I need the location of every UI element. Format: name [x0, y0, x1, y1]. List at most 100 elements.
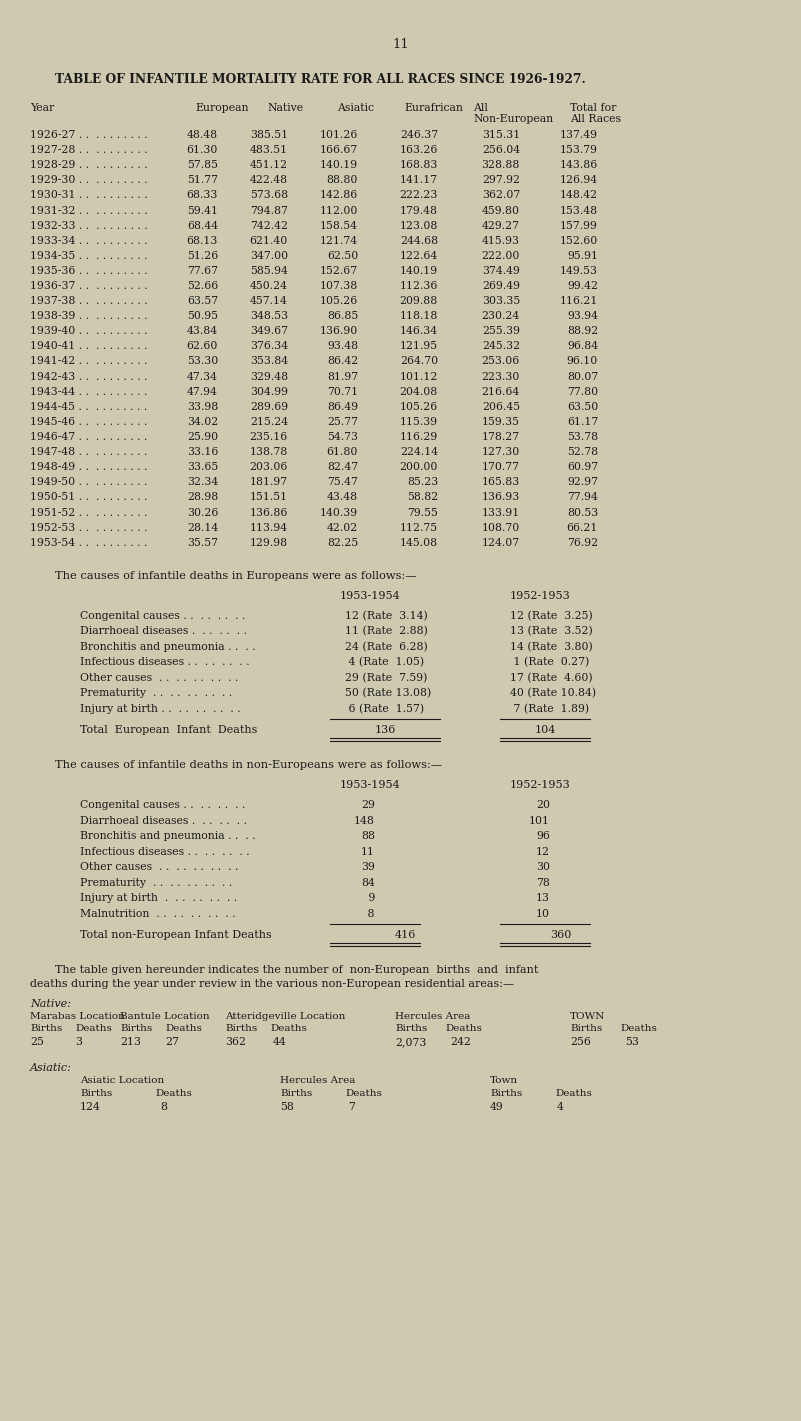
- Text: 152.67: 152.67: [320, 266, 358, 276]
- Text: 297.92: 297.92: [482, 175, 520, 185]
- Text: 112.36: 112.36: [400, 281, 438, 291]
- Text: 17 (Rate  4.60): 17 (Rate 4.60): [510, 672, 593, 684]
- Text: 7: 7: [348, 1103, 355, 1113]
- Text: 256: 256: [570, 1037, 591, 1047]
- Text: 63.57: 63.57: [187, 296, 218, 306]
- Text: 1926-27 . .  . . . . . . . .: 1926-27 . . . . . . . . . .: [30, 129, 147, 141]
- Text: 11 (Rate  2.88): 11 (Rate 2.88): [345, 627, 428, 637]
- Text: Births: Births: [225, 1025, 257, 1033]
- Text: Deaths: Deaths: [620, 1025, 657, 1033]
- Text: 13 (Rate  3.52): 13 (Rate 3.52): [510, 627, 593, 637]
- Text: 153.79: 153.79: [560, 145, 598, 155]
- Text: 3: 3: [75, 1037, 82, 1047]
- Text: 78: 78: [536, 878, 550, 888]
- Text: 269.49: 269.49: [482, 281, 520, 291]
- Text: 57.85: 57.85: [187, 161, 218, 171]
- Text: 422.48: 422.48: [250, 175, 288, 185]
- Text: 222.00: 222.00: [481, 250, 520, 261]
- Text: 49: 49: [490, 1103, 504, 1113]
- Text: 215.24: 215.24: [250, 416, 288, 426]
- Text: Births: Births: [395, 1025, 427, 1033]
- Text: 141.17: 141.17: [400, 175, 438, 185]
- Text: 88.92: 88.92: [567, 327, 598, 337]
- Text: 1943-44 . .  . . . . . . . .: 1943-44 . . . . . . . . . .: [30, 387, 147, 396]
- Text: 86.42: 86.42: [327, 357, 358, 367]
- Text: 246.37: 246.37: [400, 129, 438, 141]
- Text: 77.94: 77.94: [567, 493, 598, 503]
- Text: 328.88: 328.88: [481, 161, 520, 171]
- Text: 62.60: 62.60: [187, 341, 218, 351]
- Text: Eurafrican: Eurafrican: [404, 102, 463, 114]
- Text: 223.30: 223.30: [481, 372, 520, 382]
- Text: 166.67: 166.67: [320, 145, 358, 155]
- Text: 51.77: 51.77: [187, 175, 218, 185]
- Text: Births: Births: [120, 1025, 152, 1033]
- Text: 93.94: 93.94: [567, 311, 598, 321]
- Text: 143.86: 143.86: [560, 161, 598, 171]
- Text: Deaths: Deaths: [270, 1025, 307, 1033]
- Text: 77.80: 77.80: [567, 387, 598, 396]
- Text: 148.42: 148.42: [560, 190, 598, 200]
- Text: 347.00: 347.00: [250, 250, 288, 261]
- Text: 1934-35 . .  . . . . . . . .: 1934-35 . . . . . . . . . .: [30, 250, 147, 261]
- Text: 136.86: 136.86: [250, 507, 288, 517]
- Text: Deaths: Deaths: [555, 1090, 592, 1098]
- Text: Deaths: Deaths: [75, 1025, 112, 1033]
- Text: 121.74: 121.74: [320, 236, 358, 246]
- Text: 101.12: 101.12: [400, 372, 438, 382]
- Text: 118.18: 118.18: [400, 311, 438, 321]
- Text: 77.67: 77.67: [187, 266, 218, 276]
- Text: 362.07: 362.07: [481, 190, 520, 200]
- Text: 126.94: 126.94: [560, 175, 598, 185]
- Text: 85.23: 85.23: [407, 477, 438, 487]
- Text: Total  European  Infant  Deaths: Total European Infant Deaths: [80, 725, 257, 735]
- Text: 621.40: 621.40: [250, 236, 288, 246]
- Text: 122.64: 122.64: [400, 250, 438, 261]
- Text: 245.32: 245.32: [482, 341, 520, 351]
- Text: 63.50: 63.50: [567, 402, 598, 412]
- Text: Atteridgeville Location: Atteridgeville Location: [225, 1012, 345, 1022]
- Text: 1933-34 . .  . . . . . . . .: 1933-34 . . . . . . . . . .: [30, 236, 147, 246]
- Text: 1 (Rate  0.27): 1 (Rate 0.27): [510, 658, 590, 668]
- Text: 362: 362: [225, 1037, 246, 1047]
- Text: 80.07: 80.07: [567, 372, 598, 382]
- Text: 1928-29 . .  . . . . . . . .: 1928-29 . . . . . . . . . .: [30, 161, 147, 171]
- Text: 244.68: 244.68: [400, 236, 438, 246]
- Text: 101.26: 101.26: [320, 129, 358, 141]
- Text: Asiatic: Asiatic: [337, 102, 374, 114]
- Text: 203.06: 203.06: [250, 462, 288, 472]
- Text: 159.35: 159.35: [482, 416, 520, 426]
- Text: 178.27: 178.27: [482, 432, 520, 442]
- Text: Infectious diseases . .  . .  . .  . .: Infectious diseases . . . . . . . .: [80, 658, 250, 668]
- Text: 124.07: 124.07: [482, 537, 520, 547]
- Text: 1950-51 . .  . . . . . . . .: 1950-51 . . . . . . . . . .: [30, 493, 147, 503]
- Text: 136.90: 136.90: [320, 327, 358, 337]
- Text: 794.87: 794.87: [250, 206, 288, 216]
- Text: 82.47: 82.47: [327, 462, 358, 472]
- Text: The table given hereunder indicates the number of  non-European  births  and  in: The table given hereunder indicates the …: [55, 965, 538, 975]
- Text: 137.49: 137.49: [560, 129, 598, 141]
- Text: 52.66: 52.66: [187, 281, 218, 291]
- Text: 96.10: 96.10: [567, 357, 598, 367]
- Text: 222.23: 222.23: [400, 190, 438, 200]
- Text: Year: Year: [30, 102, 54, 114]
- Text: All: All: [473, 102, 488, 114]
- Text: The causes of infantile deaths in non-Europeans were as follows:—: The causes of infantile deaths in non-Eu…: [55, 760, 442, 770]
- Text: Malnutrition  . .  . .  . .  . .  . .: Malnutrition . . . . . . . . . .: [80, 909, 235, 919]
- Text: 8: 8: [160, 1103, 167, 1113]
- Text: European: European: [195, 102, 248, 114]
- Text: 43.48: 43.48: [327, 493, 358, 503]
- Text: 153.48: 153.48: [560, 206, 598, 216]
- Text: 148: 148: [354, 816, 375, 826]
- Text: 209.88: 209.88: [400, 296, 438, 306]
- Text: 88.80: 88.80: [327, 175, 358, 185]
- Text: 34.02: 34.02: [187, 416, 218, 426]
- Text: 80.53: 80.53: [567, 507, 598, 517]
- Text: 116.21: 116.21: [560, 296, 598, 306]
- Text: 68.44: 68.44: [187, 220, 218, 230]
- Text: 12 (Rate  3.14): 12 (Rate 3.14): [345, 611, 428, 621]
- Text: 40 (Rate 10.84): 40 (Rate 10.84): [510, 688, 596, 699]
- Text: 1953-1954: 1953-1954: [340, 591, 400, 601]
- Text: 30: 30: [536, 863, 550, 872]
- Text: 348.53: 348.53: [250, 311, 288, 321]
